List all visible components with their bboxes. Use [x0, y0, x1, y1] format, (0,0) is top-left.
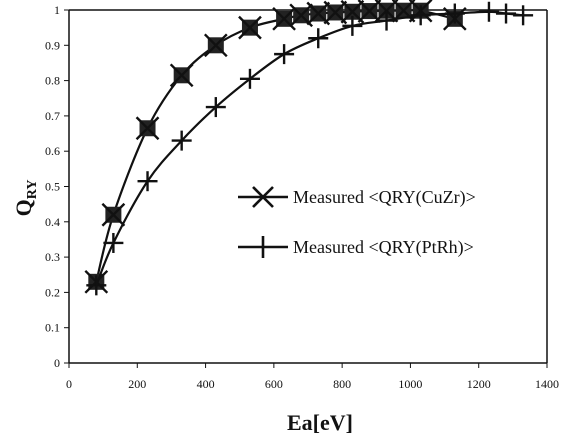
data-point-ptrh: [496, 3, 517, 24]
y-axis-title-main: Q: [11, 199, 36, 216]
legend-marker-cuzr-b: [252, 186, 274, 208]
data-point-cuzr: [169, 63, 194, 88]
data-point-ptrh: [376, 10, 397, 31]
data-point-ptrh: [171, 130, 192, 151]
x-tick-label: 1400: [535, 377, 559, 391]
data-point-ptrh: [205, 97, 226, 118]
x-tick-label: 0: [66, 377, 72, 391]
x-tick-label: 1200: [467, 377, 491, 391]
data-point-cuzr: [101, 202, 126, 227]
legend-label-cuzr: Measured <QRY(CuZr)>: [293, 187, 476, 208]
x-tick-label: 600: [265, 377, 283, 391]
data-point-cuzr-cross-b: [135, 116, 160, 141]
data-point-ptrh: [513, 5, 534, 26]
data-point-ptrh: [103, 232, 124, 253]
y-tick-label: 0.7: [45, 109, 60, 123]
data-point-cuzr-cross-b: [101, 202, 126, 227]
data-point-ptrh: [137, 171, 158, 192]
y-tick-label: 0.5: [45, 180, 60, 194]
y-tick-label: 0.6: [45, 144, 60, 158]
data-point-ptrh: [239, 68, 260, 89]
data-point-ptrh: [274, 44, 295, 65]
y-tick-label: 0.3: [45, 250, 60, 264]
data-point-cuzr: [203, 33, 228, 58]
data-point-cuzr-cross-b: [289, 3, 314, 28]
data-point-cuzr-cross-b: [357, 0, 382, 23]
data-point-cuzr: [238, 15, 262, 40]
x-tick-label: 200: [128, 377, 146, 391]
legend: Measured <QRY(CuZr)> Measured <QRY(PtRh)>: [238, 186, 476, 258]
y-tick-label: 0.1: [45, 321, 60, 335]
data-point-ptrh: [342, 15, 363, 36]
data-point-cuzr: [340, 0, 365, 24]
x-axis-title: Ea[eV]: [287, 410, 353, 435]
data-point-cuzr-cross-b: [272, 6, 296, 31]
y-tick-label: 0.2: [45, 285, 60, 299]
data-point-cuzr-cross-b: [323, 0, 348, 25]
data-point-ptrh: [308, 28, 329, 49]
y-axis-title-sub: RY: [25, 180, 40, 200]
y-axis-title: QRY: [11, 180, 40, 217]
y-tick-label: 1: [54, 3, 60, 17]
y-tick-label: 0: [54, 356, 60, 370]
data-point-cuzr: [272, 6, 296, 31]
data-series: [84, 0, 534, 296]
data-point-cuzr-cross-b: [169, 63, 194, 88]
x-tick-label: 400: [197, 377, 215, 391]
data-point-cuzr: [135, 116, 160, 141]
axis-ticks: 0 200 400 600 800 1000 1200 1400 0 0.1 0.2 0.3 0.4 0.…: [45, 3, 559, 391]
x-tick-label: 800: [333, 377, 351, 391]
data-point-ptrh: [444, 3, 465, 24]
data-point-cuzr-cross-b: [306, 1, 331, 26]
legend-label-ptrh: Measured <QRY(PtRh)>: [293, 237, 474, 258]
data-point-ptrh: [410, 5, 431, 26]
data-point-cuzr-cross-b: [203, 33, 228, 58]
data-point-ptrh: [478, 1, 499, 22]
y-tick-label: 0.9: [45, 38, 60, 52]
y-tick-label: 0.4: [45, 215, 60, 229]
data-point-cuzr: [323, 0, 348, 25]
data-point-ptrh: [86, 275, 107, 296]
data-point-cuzr-cross-b: [340, 0, 365, 24]
data-point-cuzr: [357, 0, 382, 23]
data-point-cuzr-cross-b: [238, 15, 262, 40]
y-tick-label: 0.8: [45, 74, 60, 88]
x-tick-label: 1000: [398, 377, 422, 391]
